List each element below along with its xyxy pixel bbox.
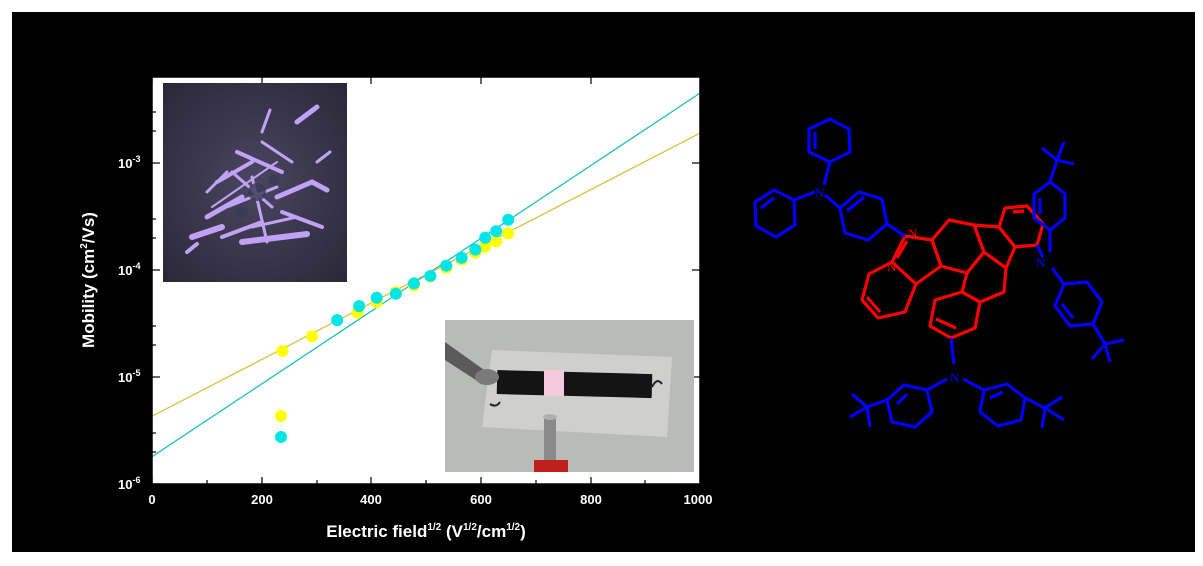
figure-panel: holes electrons 0 200 400 600 800 1000 1… — [12, 12, 1195, 552]
x-tick-label: 1000 — [684, 492, 713, 507]
y-tick-label: 10-6 — [118, 475, 140, 492]
data-point-holes — [502, 227, 515, 240]
atom-n-upper-left: N — [815, 185, 825, 200]
atom-n-bottom: N — [950, 370, 960, 385]
data-point-electrons — [490, 225, 503, 238]
x-tick-label: 400 — [360, 492, 382, 507]
data-point-electrons — [370, 291, 383, 304]
crystal-micrograph-inset — [163, 83, 347, 282]
data-point-electrons — [479, 231, 492, 244]
y-tick-label: 10-5 — [118, 368, 140, 385]
y-tick-label: 10-4 — [118, 261, 140, 278]
device-photo-inset — [445, 320, 694, 472]
data-point-electrons — [389, 287, 402, 300]
x-tick-label: 0 — [148, 492, 155, 507]
data-point-electrons — [331, 314, 344, 327]
mobility-chart: holes electrons 0 200 400 600 800 1000 1… — [79, 76, 1125, 541]
legend-marker-holes — [275, 410, 287, 422]
x-tick-labels: 0 200 400 600 800 1000 — [148, 492, 712, 507]
legend-label-holes: holes — [303, 408, 340, 424]
data-point-electrons — [424, 269, 437, 282]
plot-frame — [151, 76, 701, 485]
y-axis-title: Mobility (cm2/Vs) — [79, 212, 98, 348]
y-tick-label: 10-3 — [118, 154, 140, 171]
legend-marker-electrons — [275, 431, 287, 443]
molecule-structure: N N N N N — [753, 117, 1125, 429]
molecule-core — [860, 204, 1045, 340]
atom-n-ring-left: N — [887, 259, 897, 274]
y-tick-labels: 10-6 10-5 10-4 10-3 — [118, 154, 140, 492]
data-point-holes — [479, 240, 492, 253]
data-markers — [276, 213, 515, 357]
x-tick-label: 600 — [470, 492, 492, 507]
molecule-arms — [753, 117, 1125, 429]
nitrogen-labels: N N N N N — [815, 185, 1046, 385]
data-point-electrons — [455, 251, 468, 264]
data-point-holes — [276, 344, 289, 357]
data-point-holes — [306, 330, 319, 343]
x-axis-title: Electric field1/2 (V1/2/cm1/2) — [326, 522, 526, 541]
data-point-electrons — [440, 259, 453, 272]
data-point-electrons — [353, 300, 366, 313]
data-point-electrons — [502, 213, 515, 226]
data-point-electrons — [407, 277, 420, 290]
legend: holes electrons — [275, 408, 365, 445]
data-point-electrons — [469, 243, 482, 256]
data-point-holes — [490, 235, 503, 248]
atom-n-ring-top: N — [908, 226, 918, 241]
legend-label-electrons: electrons — [303, 429, 365, 445]
atom-n-right: N — [1036, 255, 1046, 270]
x-tick-label: 200 — [251, 492, 273, 507]
x-tick-label: 800 — [580, 492, 602, 507]
